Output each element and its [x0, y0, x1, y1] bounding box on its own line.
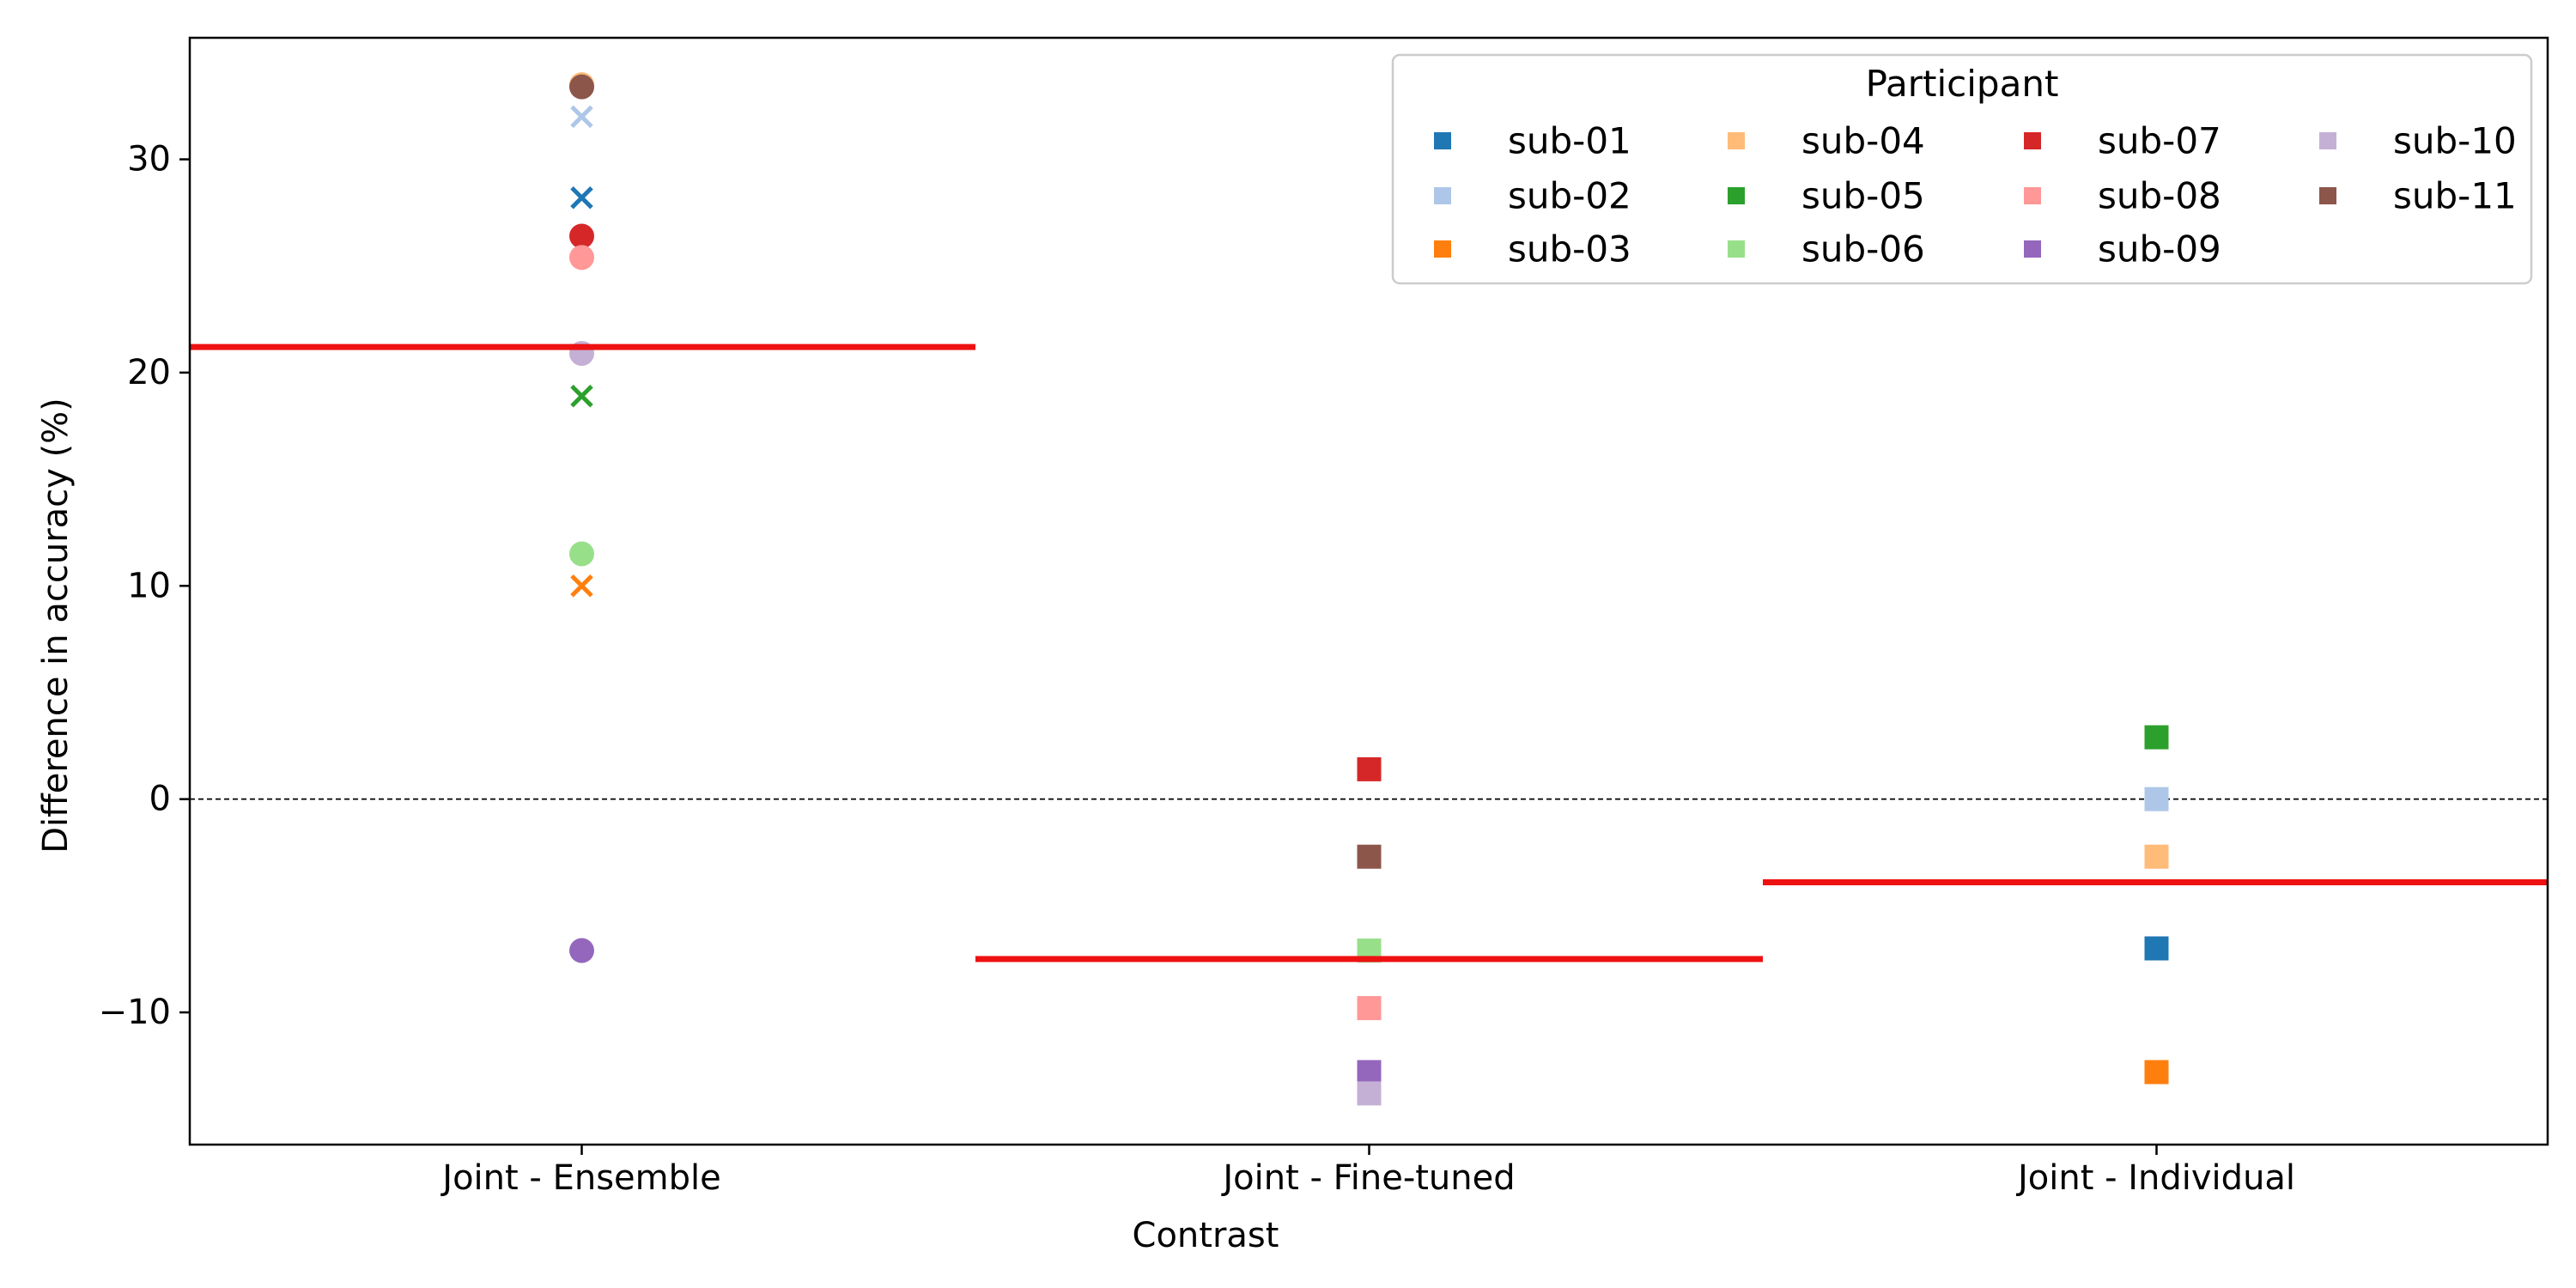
- data-point-sub-09: [569, 938, 594, 963]
- legend-label: sub-06: [1801, 228, 1925, 270]
- legend-title: Participant: [1866, 63, 2059, 105]
- legend-marker: [2319, 132, 2336, 149]
- data-point-sub-08: [1357, 996, 1382, 1021]
- legend-label: sub-10: [2393, 120, 2517, 162]
- legend-marker: [1434, 132, 1451, 149]
- data-point-sub-07: [569, 223, 594, 249]
- data-point-sub-05: [2144, 725, 2169, 750]
- data-point-sub-10: [1357, 1081, 1382, 1106]
- legend-label: sub-09: [2098, 228, 2221, 270]
- legend-marker: [2024, 132, 2041, 149]
- data-point-sub-05: [570, 384, 593, 408]
- x-tick-label: Joint - Ensemble: [440, 1158, 720, 1198]
- legend-label: sub-02: [1508, 175, 1631, 217]
- data-point-sub-06: [569, 541, 594, 567]
- legend-marker: [2024, 240, 2041, 258]
- legend-label: sub-01: [1508, 120, 1631, 162]
- legend-label: sub-04: [1801, 120, 1925, 162]
- legend-marker: [1728, 240, 1745, 258]
- y-tick-label: 10: [127, 566, 171, 605]
- y-axis-label: Difference in accuracy (%): [36, 398, 76, 854]
- axes: −10 0 10 20 30 Joint - Ensemble Joint - Fine-t…: [36, 36, 2549, 1255]
- legend-marker: [2319, 187, 2336, 204]
- legend-marker: [1728, 132, 1745, 149]
- y-tick-label: 20: [127, 353, 171, 392]
- legend-label: sub-08: [2098, 175, 2221, 217]
- data-point-sub-11: [569, 74, 594, 100]
- data-point-sub-02: [570, 105, 593, 129]
- x-tick-label: Joint - Fine-tuned: [1220, 1158, 1515, 1198]
- data-point-sub-09: [1357, 1060, 1382, 1084]
- data-point-sub-01: [2144, 936, 2169, 961]
- data-point-sub-01: [570, 186, 593, 210]
- legend-label: sub-05: [1801, 175, 1925, 217]
- x-tick-label: Joint - Individual: [2015, 1158, 2295, 1198]
- data-point-sub-03: [2144, 1060, 2169, 1084]
- data-point-sub-11: [1357, 844, 1382, 869]
- legend-marker: [1434, 240, 1451, 258]
- legend-marker: [2024, 187, 2041, 204]
- legend-marker: [1434, 187, 1451, 204]
- data-point-sub-07: [1357, 756, 1382, 781]
- legend-label: sub-07: [2098, 120, 2221, 162]
- data-point-sub-08: [569, 245, 594, 270]
- y-tick-label: 30: [127, 140, 171, 179]
- y-tick-label: −10: [99, 993, 171, 1032]
- data-point-sub-03: [570, 574, 593, 598]
- legend-marker: [1728, 187, 1745, 204]
- x-axis-label: Contrast: [1133, 1216, 1279, 1255]
- legend-box: [1391, 53, 2533, 285]
- data-point-sub-02: [2144, 787, 2169, 811]
- plot-area: [190, 72, 2548, 1106]
- data-point-sub-04: [2144, 844, 2169, 869]
- legend-label: sub-03: [1508, 228, 1631, 270]
- legend-label: sub-11: [2393, 175, 2517, 217]
- y-tick-label: 0: [149, 780, 171, 819]
- legend: Participant sub-01 sub-02 sub-03 sub-04 sub-0…: [1391, 53, 2533, 285]
